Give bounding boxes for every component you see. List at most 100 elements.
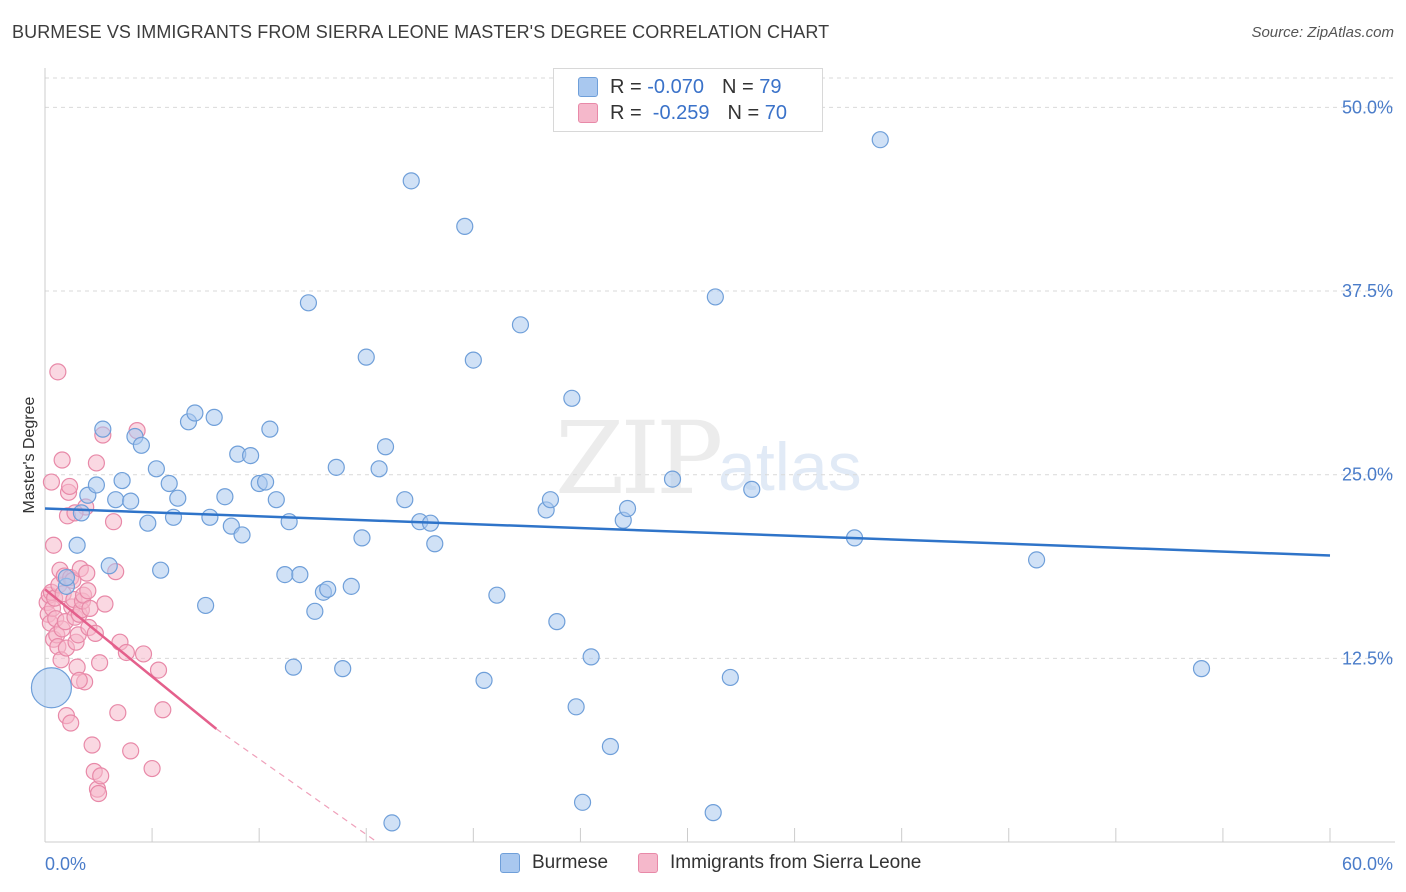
sierra-leone-point <box>117 643 135 662</box>
burmese-point <box>256 473 275 491</box>
grid-lines <box>45 77 1395 659</box>
legend-r-label: R = <box>610 101 648 124</box>
burmese-point <box>186 404 204 422</box>
burmese-point <box>871 131 889 149</box>
series-legend-burmese[interactable]: Burmese <box>500 852 608 874</box>
sierra-leone-point <box>81 599 99 617</box>
burmese-point <box>107 491 125 509</box>
burmese-point <box>541 491 560 509</box>
burmese-point <box>582 648 600 666</box>
burmese-point <box>488 586 506 604</box>
legend-r-label: R = <box>610 75 648 98</box>
burmese-point <box>94 420 112 438</box>
burmese-point <box>563 389 581 407</box>
burmese-point <box>511 316 530 334</box>
burmese-point <box>169 489 187 507</box>
y-tick-label: 25.0% <box>1342 465 1393 485</box>
burmese-point <box>396 491 414 509</box>
burmese-point <box>87 476 106 494</box>
sierra-leone-trend-extension <box>215 728 378 843</box>
sierra-leone-point <box>122 742 140 760</box>
legend-n-label: N = <box>721 75 760 98</box>
burmese-point <box>663 470 682 488</box>
burmese-point <box>402 172 420 190</box>
sierra-leone-point <box>49 363 67 381</box>
sierra-leone-point <box>134 645 153 663</box>
sierra-leone-trend-line <box>44 588 218 730</box>
sierra-leone-point <box>109 704 127 722</box>
burmese-point <box>743 480 761 498</box>
burmese-point <box>57 568 76 587</box>
sierra-leone-point <box>79 582 97 600</box>
burmese-point <box>152 561 170 579</box>
burmese-point <box>706 288 724 306</box>
watermark-atlas: atlas <box>718 429 862 505</box>
sierra-leone-point <box>92 767 110 785</box>
legend-row-burmese: R = -0.070 N = 79 <box>578 75 781 99</box>
sierra-leone-point <box>154 701 172 719</box>
series-label-sierra-leone: Immigrants from Sierra Leone <box>670 852 922 873</box>
legend-n-value: 79 <box>759 75 782 98</box>
burmese-point <box>160 474 178 493</box>
chart-title: BURMESE VS IMMIGRANTS FROM SIERRA LEONE … <box>12 22 830 42</box>
series-legend-sierra-leone[interactable]: Immigrants from Sierra Leone <box>638 852 921 874</box>
burmese-point <box>299 294 318 312</box>
burmese-point <box>276 565 294 584</box>
burmese-point <box>548 613 566 631</box>
y-axis-label: Master's Degree <box>21 396 38 513</box>
x-tick-label: 0.0% <box>45 854 86 874</box>
burmese-point <box>242 446 260 465</box>
y-tick-label: 37.5% <box>1342 281 1393 301</box>
sierra-leone-point <box>86 624 104 642</box>
burmese-point <box>291 565 309 584</box>
series-swatch-sierra-leone <box>638 853 659 873</box>
burmese-point <box>353 529 371 547</box>
sierra-leone-point <box>89 784 108 803</box>
burmese-point <box>197 596 215 615</box>
series-sierra-leone-points <box>38 363 172 803</box>
tick-labels: 12.5% 25.0% 37.5% 50.0% 0.0% 60.0% <box>45 97 1393 874</box>
legend-row-sierra-leone: R = -0.259 N = 70 <box>578 101 787 125</box>
burmese-point <box>72 504 91 522</box>
burmese-point <box>113 471 131 490</box>
sierra-leone-point <box>53 451 71 469</box>
sierra-leone-point <box>91 654 109 672</box>
burmese-point <box>1027 551 1046 569</box>
series-swatch-burmese <box>500 853 520 873</box>
legend-r-value: -0.070 <box>647 75 704 98</box>
burmese-point <box>306 602 324 620</box>
legend-n-value: 70 <box>764 101 788 124</box>
series-burmese-points <box>30 131 1211 832</box>
watermark-zip: ZIP <box>555 400 723 517</box>
burmese-point <box>147 460 165 478</box>
burmese-point <box>567 698 585 716</box>
burmese-point <box>30 667 73 709</box>
burmese-point <box>327 458 345 476</box>
sierra-leone-point <box>62 714 80 732</box>
sierra-leone-point <box>87 454 106 472</box>
sierra-leone-point <box>96 595 114 613</box>
burmese-point <box>456 217 474 235</box>
burmese-point <box>573 793 592 811</box>
sierra-leone-point <box>61 477 79 496</box>
axes <box>44 68 1395 843</box>
burmese-point <box>475 671 493 689</box>
sierra-leone-point <box>44 536 63 554</box>
burmese-point <box>601 737 620 756</box>
burmese-point <box>383 814 401 832</box>
burmese-point <box>68 536 86 554</box>
burmese-point <box>267 491 285 509</box>
legend-r-value: -0.259 <box>647 101 710 124</box>
legend-n-label: N = <box>727 101 765 124</box>
sierra-leone-point <box>83 736 101 754</box>
burmese-point <box>122 492 140 510</box>
burmese-point <box>201 508 219 526</box>
burmese-point <box>376 438 395 456</box>
burmese-point <box>370 460 388 478</box>
burmese-point <box>334 660 352 678</box>
burmese-point <box>319 580 337 598</box>
series-label-burmese: Burmese <box>532 852 609 873</box>
burmese-point <box>139 514 157 532</box>
burmese-point <box>205 408 223 426</box>
